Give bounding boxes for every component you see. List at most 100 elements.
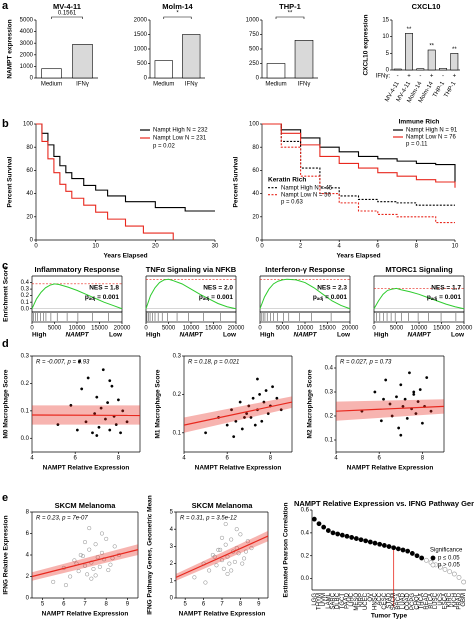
point	[225, 554, 230, 559]
point	[93, 542, 98, 547]
point	[82, 540, 88, 545]
y-axis-label: CXCL10 expression	[363, 14, 370, 75]
point	[399, 383, 403, 387]
bar	[72, 44, 93, 79]
x-axis-label: Tumor Type	[371, 613, 408, 620]
rug-box	[373, 311, 465, 323]
bar	[416, 68, 425, 71]
treatment-sign: +	[430, 74, 434, 80]
correlation-dot	[447, 569, 453, 575]
point	[93, 573, 98, 578]
y-tick-label: 0.3	[21, 287, 30, 293]
x-tick-label: CESC	[382, 592, 388, 609]
nes: NES = 1.8	[89, 285, 119, 292]
y-tick-label: 0.0	[301, 576, 310, 582]
correlation-dot	[405, 548, 411, 554]
point	[80, 554, 85, 559]
x-tick-label: 6	[226, 456, 230, 462]
x-axis-label: NAMPT	[407, 332, 431, 339]
correlation-dot	[353, 536, 359, 541]
x-tick-label: 9	[257, 602, 261, 608]
correlation-dot	[423, 557, 429, 563]
chart-title: Inflammatory Response	[34, 265, 119, 274]
x-tick-label: Medium	[41, 82, 62, 88]
rug-box	[31, 311, 123, 323]
y-tick-label: 0.2	[21, 293, 30, 299]
point	[89, 576, 94, 581]
y-tick-label: 100	[23, 122, 34, 128]
point	[262, 400, 266, 404]
y-axis-label: Estimated Pearson Correlation	[283, 502, 290, 597]
chart-title: NAMPT Relative Expression vs. IFNG Pathw…	[294, 499, 474, 508]
point	[240, 561, 245, 566]
significance: **	[288, 11, 293, 17]
x-tick-label: 8	[239, 602, 243, 608]
point	[106, 401, 110, 405]
x-tick-label: PRAD	[457, 592, 463, 609]
bar	[154, 60, 173, 79]
point	[247, 404, 251, 408]
x-tick-label: 0	[372, 326, 376, 332]
point	[204, 431, 208, 435]
chart-title: Interferon-γ Response	[265, 265, 345, 274]
x-tick-label: KICH	[452, 593, 458, 607]
x-tick-label: 15000	[205, 326, 222, 332]
correlation-dot	[372, 540, 378, 546]
point	[275, 396, 279, 400]
point	[87, 526, 92, 531]
correlation: R = 0.18, p = 0.021	[188, 360, 239, 366]
bar	[393, 68, 402, 71]
x-tick-label: STAD	[387, 592, 393, 608]
point	[229, 537, 234, 542]
point	[95, 555, 100, 560]
point	[245, 412, 249, 416]
x-tick-label: TGCT	[340, 593, 346, 610]
point	[245, 539, 250, 544]
x-tick-label: 4	[30, 456, 34, 462]
significance: **	[452, 47, 457, 53]
point	[99, 406, 103, 410]
point	[271, 385, 275, 389]
y-tick-label: 15	[382, 18, 389, 24]
point	[101, 368, 105, 372]
x-tick-label: THYM	[317, 593, 323, 610]
confidence-band	[176, 530, 268, 581]
point	[407, 371, 411, 375]
x-tick-label: SKCM	[391, 593, 397, 610]
x-tick-label: IFNγ	[298, 82, 311, 88]
point	[232, 559, 237, 564]
point	[225, 423, 229, 427]
correlation-dot	[316, 521, 322, 527]
chart-title: MV-4-11	[53, 2, 81, 11]
chart-title: CXCL10	[412, 2, 441, 11]
point	[243, 415, 246, 419]
y-tick-label: 0	[386, 68, 390, 74]
point	[223, 542, 228, 547]
point	[108, 428, 112, 432]
x-tick-label: 6	[62, 602, 66, 608]
y-tick-label: 0	[26, 596, 30, 602]
point	[390, 414, 394, 418]
y-tick-label: 500	[137, 61, 148, 67]
point	[108, 562, 113, 567]
treatment-sign: +	[453, 74, 457, 80]
legend-label: Nampt Low N = 56	[281, 192, 332, 198]
x-tick-label: 6	[378, 456, 382, 462]
point	[384, 378, 388, 382]
y-tick-label: 5	[170, 510, 174, 516]
correlation-dot	[377, 541, 383, 547]
x-tick-label: 0	[34, 244, 38, 250]
point	[255, 377, 259, 381]
point	[238, 532, 243, 537]
x-tick-label: 5000	[276, 326, 290, 332]
chart-title: THP-1	[279, 2, 301, 11]
p-value: p = 0.63	[281, 199, 304, 205]
point	[108, 379, 112, 383]
y-tick-label: 0.3	[325, 390, 334, 396]
correlation-dot	[367, 539, 373, 545]
enrichment-curve	[259, 278, 351, 310]
legend-label: Nampt High N = 45	[281, 185, 333, 191]
x-tick-label: PCPG	[410, 593, 416, 610]
p-adj-symbol: p	[427, 294, 431, 301]
point	[72, 558, 77, 563]
